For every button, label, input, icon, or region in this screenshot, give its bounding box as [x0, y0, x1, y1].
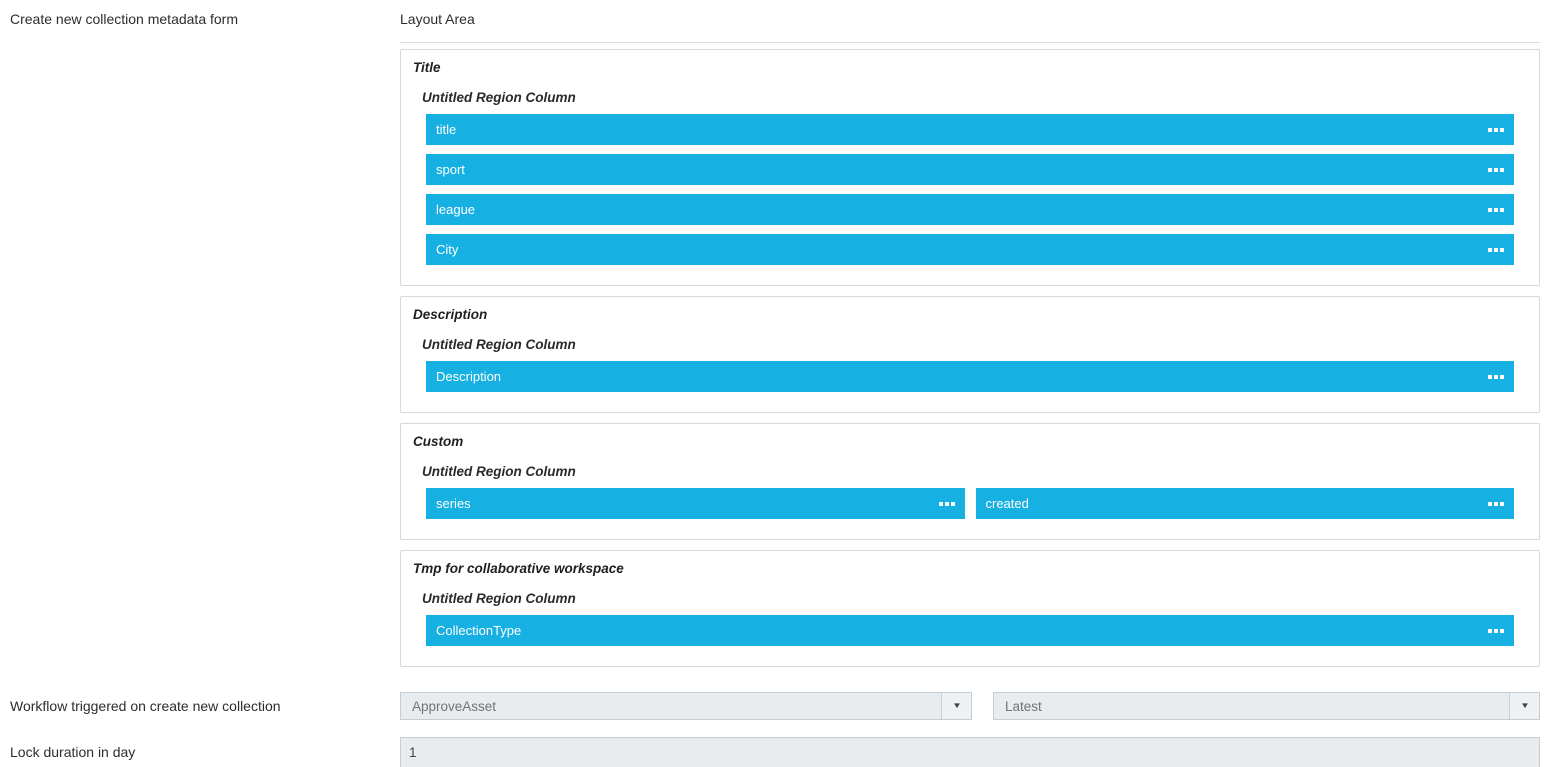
workflow-dropdowns: ApproveAsset ▼ Latest ▼: [400, 692, 1540, 720]
field-row: sport: [426, 154, 1514, 185]
field-label: series: [436, 496, 471, 511]
workflow-label: Workflow triggered on create new collect…: [10, 697, 281, 714]
lock-duration-input[interactable]: [400, 737, 1540, 767]
layout-region: Custom Untitled Region Column series create…: [400, 423, 1540, 540]
field-bar[interactable]: City: [426, 234, 1514, 265]
drag-handle-icon[interactable]: [1478, 374, 1504, 379]
region-field-rows: Description: [426, 361, 1514, 392]
workflow-version-dropdown-value: Latest: [1005, 698, 1042, 714]
heading-divider: [400, 42, 1540, 43]
field-bar[interactable]: title: [426, 114, 1514, 145]
field-bar[interactable]: series: [426, 488, 965, 519]
region-column-label: Untitled Region Column: [422, 591, 576, 606]
lock-duration-field-cell: [400, 737, 1540, 767]
drag-handle-icon[interactable]: [1478, 501, 1504, 506]
field-label: created: [985, 496, 1029, 511]
region-column-label: Untitled Region Column: [422, 337, 576, 352]
field-bar[interactable]: league: [426, 194, 1514, 225]
region-field-rows: title sport league City: [426, 114, 1514, 265]
field-label: City: [436, 242, 459, 257]
workflow-label-cell: Workflow triggered on create new collect…: [10, 697, 400, 716]
metadata-form-label-cell: Create new collection metadata form: [10, 0, 400, 677]
chevron-down-icon: ▼: [1519, 701, 1530, 710]
field-row: City: [426, 234, 1514, 265]
lock-duration-label: Lock duration in day: [10, 744, 136, 760]
drag-handle-icon[interactable]: [1478, 247, 1504, 252]
region-field-rows: series created: [426, 488, 1514, 519]
lock-duration-label-cell: Lock duration in day: [10, 743, 400, 762]
drag-handle-icon[interactable]: [1478, 167, 1504, 172]
field-label: CollectionType: [436, 623, 522, 638]
layout-region: Description Untitled Region Column Descrip…: [400, 296, 1540, 413]
layout-area-heading: Layout Area: [400, 11, 475, 27]
region-title: Description: [413, 307, 488, 322]
field-row: CollectionType: [426, 615, 1514, 646]
region-column-label: Untitled Region Column: [422, 464, 576, 479]
layout-region: Tmp for collaborative workspace Untitled …: [400, 550, 1540, 667]
field-label: league: [436, 202, 476, 217]
region-column-label: Untitled Region Column: [422, 90, 576, 105]
field-label: title: [436, 122, 457, 137]
drag-handle-icon[interactable]: [1478, 628, 1504, 633]
drag-handle-icon[interactable]: [929, 501, 955, 506]
metadata-form-label: Create new collection metadata form: [10, 11, 238, 27]
region-title: Tmp for collaborative workspace: [413, 561, 624, 576]
field-row: Description: [426, 361, 1514, 392]
workflow-dropdown-value: ApproveAsset: [412, 698, 497, 714]
layout-region: Title Untitled Region Column title sport lea…: [400, 49, 1540, 286]
field-bar[interactable]: CollectionType: [426, 615, 1514, 646]
field-bar[interactable]: Description: [426, 361, 1514, 392]
region-title: Title: [413, 60, 441, 75]
field-label: Description: [436, 369, 502, 384]
workflow-version-dropdown-caret-button[interactable]: ▼: [1509, 692, 1540, 720]
chevron-down-icon: ▼: [951, 701, 962, 710]
workflow-version-dropdown[interactable]: Latest ▼: [993, 692, 1540, 720]
drag-handle-icon[interactable]: [1478, 127, 1504, 132]
field-bar[interactable]: sport: [426, 154, 1514, 185]
drag-handle-icon[interactable]: [1478, 207, 1504, 212]
layout-area-panel: Layout Area Title Untitled Region Column t…: [400, 0, 1540, 677]
layout-area-regions: Title Untitled Region Column title sport lea…: [400, 49, 1540, 667]
workflow-dropdown[interactable]: ApproveAsset ▼: [400, 692, 972, 720]
region-field-rows: CollectionType: [426, 615, 1514, 646]
region-title: Custom: [413, 434, 464, 449]
workflow-row: Workflow triggered on create new collect…: [10, 692, 1540, 720]
metadata-form-row: Create new collection metadata form Layo…: [10, 0, 1540, 677]
lock-duration-row: Lock duration in day: [10, 737, 1540, 767]
workflow-dropdown-caret-button[interactable]: ▼: [941, 692, 972, 720]
field-row: title: [426, 114, 1514, 145]
field-row: series created: [426, 488, 1514, 519]
field-row: league: [426, 194, 1514, 225]
field-label: sport: [436, 162, 465, 177]
field-bar[interactable]: created: [975, 488, 1514, 519]
